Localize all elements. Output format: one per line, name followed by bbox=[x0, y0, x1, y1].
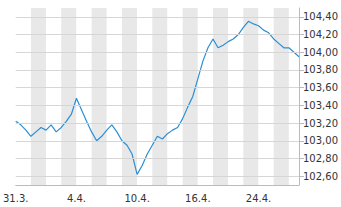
svg-text:103,60: 103,60 bbox=[303, 82, 338, 93]
svg-text:103,40: 103,40 bbox=[303, 100, 338, 111]
svg-text:103,00: 103,00 bbox=[303, 135, 338, 146]
svg-text:31.3.: 31.3. bbox=[3, 193, 28, 204]
svg-text:4.4.: 4.4. bbox=[67, 193, 86, 204]
svg-text:102,60: 102,60 bbox=[303, 171, 338, 182]
svg-text:103,80: 103,80 bbox=[303, 64, 338, 75]
svg-text:103,20: 103,20 bbox=[303, 118, 338, 129]
svg-text:10.4.: 10.4. bbox=[124, 193, 149, 204]
svg-text:16.4.: 16.4. bbox=[185, 193, 210, 204]
svg-text:24.4.: 24.4. bbox=[246, 193, 271, 204]
svg-text:104,00: 104,00 bbox=[303, 47, 338, 58]
svg-text:102,80: 102,80 bbox=[303, 153, 338, 164]
svg-text:104,40: 104,40 bbox=[303, 11, 338, 22]
svg-text:104,20: 104,20 bbox=[303, 29, 338, 40]
